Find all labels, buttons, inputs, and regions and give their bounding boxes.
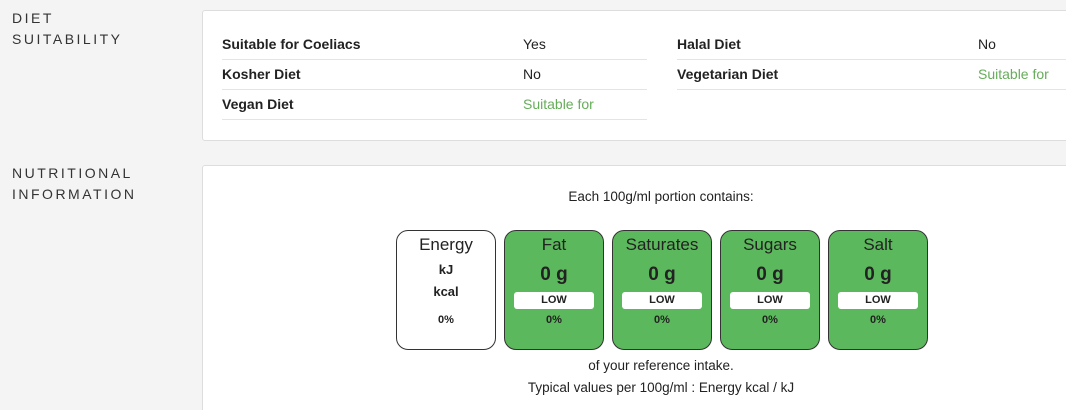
box-name: Fat	[541, 235, 567, 254]
diet-row: Suitable for Coeliacs Yes	[222, 29, 647, 60]
box-percent: 0%	[438, 314, 454, 326]
diet-row: Vegetarian Diet Suitable for	[677, 59, 1066, 90]
box-amount: 0 g	[648, 264, 676, 285]
box-percent: 0%	[762, 314, 778, 326]
section-heading: NUTRITIONAL INFORMATION	[12, 165, 137, 202]
box-name: Salt	[863, 235, 893, 254]
box-level: LOW	[838, 292, 918, 309]
box-name: Saturates	[625, 235, 699, 254]
diet-label: Halal Diet	[677, 36, 741, 52]
box-percent: 0%	[654, 314, 670, 326]
section-heading: DIET SUITABILITY	[12, 10, 123, 47]
diet-value: No	[978, 36, 996, 52]
energy-unit: kJ	[438, 262, 454, 277]
box-level: LOW	[514, 292, 594, 309]
box-name: Sugars	[743, 235, 797, 254]
diet-value: Suitable for	[523, 96, 594, 112]
box-name: Energy	[419, 235, 473, 254]
diet-label: Kosher Diet	[222, 66, 301, 82]
diet-row: Vegan Diet Suitable for	[222, 89, 647, 120]
box-percent: 0%	[870, 314, 886, 326]
diet-label: Vegan Diet	[222, 96, 294, 112]
box-amount: 0 g	[756, 264, 784, 285]
energy-unit: kcal	[433, 284, 459, 299]
footer-line: of your reference intake.	[588, 358, 734, 373]
box-amount: 0 g	[540, 264, 568, 285]
diet-label: Vegetarian Diet	[677, 66, 779, 82]
energy-box: Energy kJ kcal 0%	[396, 230, 496, 350]
nutrient-box: Fat 0 g LOW 0%	[504, 230, 604, 350]
box-level: LOW	[730, 292, 810, 309]
intro: Each 100g/ml portion contains:	[568, 189, 754, 204]
diet-value: Suitable for	[978, 66, 1049, 82]
diet-row: Kosher Diet No	[222, 59, 647, 90]
footer-line: Typical values per 100g/ml : Energy kcal…	[527, 380, 795, 395]
nutrient-box: Sugars 0 g LOW 0%	[720, 230, 820, 350]
diet-row: Halal Diet No	[677, 29, 1066, 60]
nutrient-box: Salt 0 g LOW 0%	[828, 230, 928, 350]
diet-label: Suitable for Coeliacs	[222, 36, 361, 52]
box-level: LOW	[622, 292, 702, 309]
nutrient-box: Saturates 0 g LOW 0%	[612, 230, 712, 350]
diet-value: No	[523, 66, 541, 82]
box-amount: 0 g	[864, 264, 892, 285]
box-percent: 0%	[546, 314, 562, 326]
diet-value: Yes	[523, 36, 546, 52]
